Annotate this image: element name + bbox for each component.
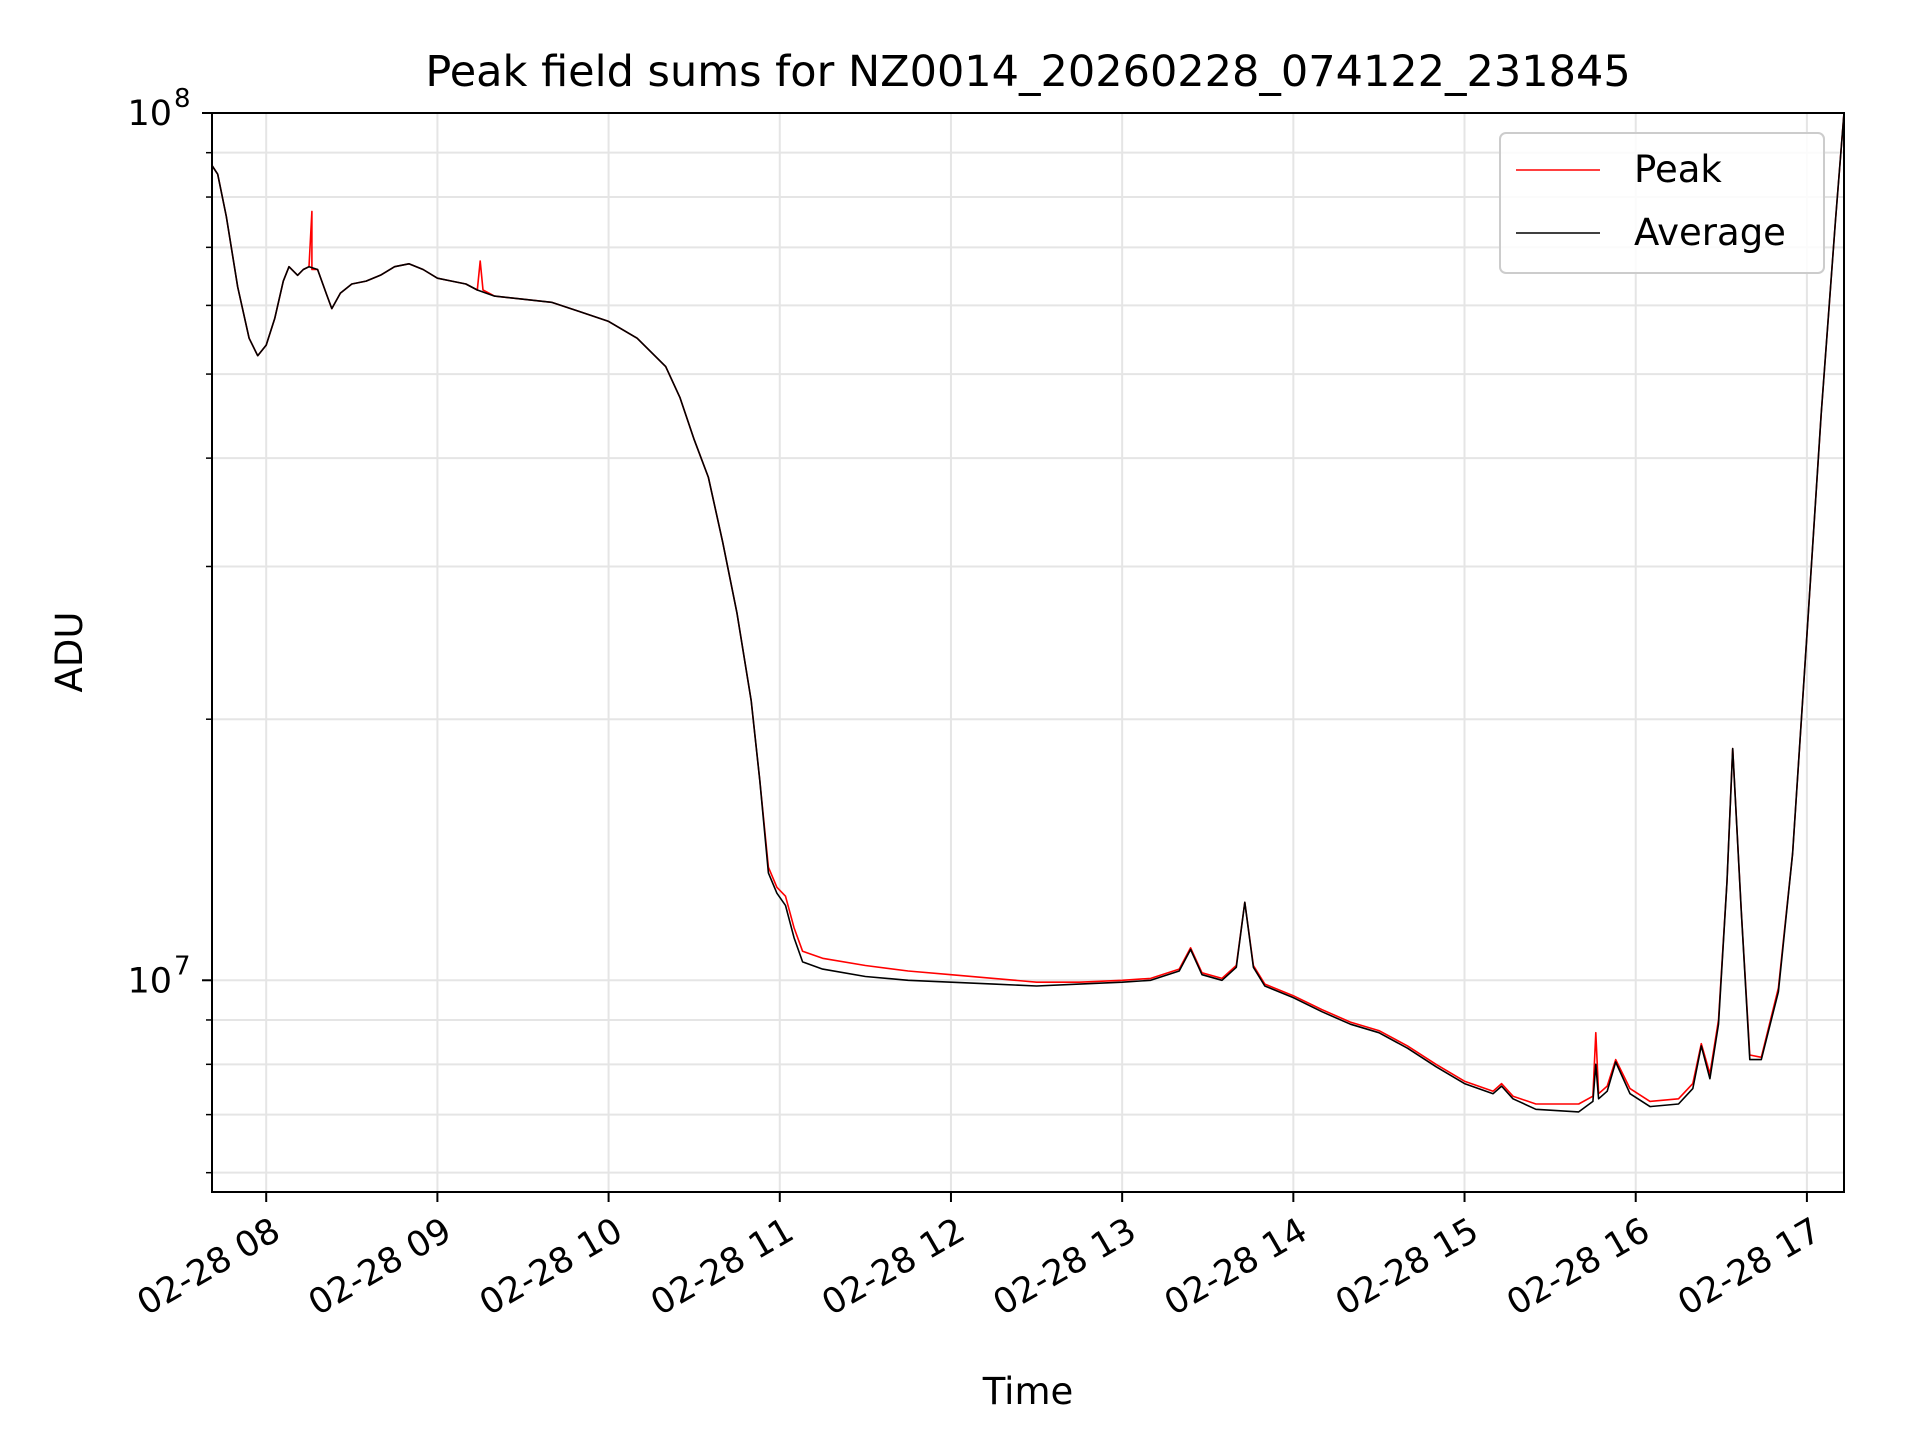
legend-label-peak: Peak [1634, 148, 1722, 191]
y-tick-label-base: 10 [127, 961, 172, 1001]
legend-box [1499, 132, 1825, 274]
legend-label-average: Average [1634, 211, 1786, 254]
y-tick-label-base: 10 [127, 94, 172, 134]
y-tick-label-exponent: 7 [174, 951, 191, 981]
plot-frame [211, 112, 1845, 1193]
series-line-average [211, 112, 1845, 1113]
legend: Peak Average [1499, 132, 1825, 274]
y-tick-label-exponent: 8 [174, 84, 191, 114]
y-axis-label: ADU [48, 612, 91, 693]
x-axis-label: Time [982, 1370, 1074, 1413]
chart-title: Peak field sums for NZ0014_20260228_0741… [425, 47, 1630, 97]
series-lines [211, 112, 1845, 1113]
